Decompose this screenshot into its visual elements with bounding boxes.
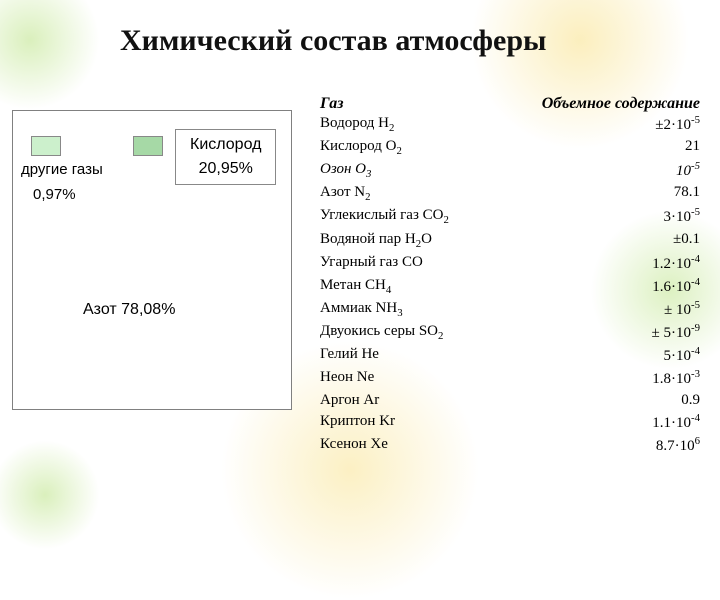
decor-bloom (0, 0, 100, 110)
label-oxygen: Кислород (190, 136, 261, 154)
volume-value: 0.9 (510, 390, 700, 411)
gas-name: Аммиак NH3 (320, 298, 510, 321)
page-title: Химический состав атмосферы (120, 24, 546, 58)
volume-value: 8.7·106 (510, 434, 700, 457)
volume-value: ±0.1 (510, 229, 700, 252)
gas-name: Водород H2 (320, 113, 510, 136)
table-row: Двуокись серы SO2 ± 5·10-9 (320, 321, 702, 344)
volume-value: ± 10-5 (510, 298, 700, 321)
gas-name: Ксенон Xe (320, 434, 510, 457)
table-row: Аргон Ar0.9 (320, 390, 702, 411)
gas-name: Кислород O2 (320, 136, 510, 159)
volume-value: 1.8·10-3 (510, 367, 700, 390)
table-row: Кислород O221 (320, 136, 702, 159)
table-row: Метан CH41.6·10-4 (320, 275, 702, 298)
volume-value: 21 (510, 136, 700, 159)
swatch-oxygen (133, 136, 163, 156)
table-row: Криптон Kr1.1·10-4 (320, 411, 702, 434)
decor-bloom (0, 440, 100, 550)
volume-value: 1.2·10-4 (510, 252, 700, 275)
volume-value: ± 5·10-9 (510, 321, 700, 344)
table-body: Водород H2±2·10-5Кислород O221Озон O310-… (320, 113, 702, 457)
volume-value: ±2·10-5 (510, 113, 700, 136)
table-row: Аммиак NH3± 10-5 (320, 298, 702, 321)
gas-name: Озон O3 (320, 159, 510, 182)
table-row: Водород H2±2·10-5 (320, 113, 702, 136)
gas-name: Криптон Kr (320, 411, 510, 434)
gas-name: Водяной пар H2O (320, 229, 510, 252)
pct-other-gases: 0,97% (33, 186, 76, 203)
composition-chart: другие газы 0,97% Кислород 20,95% Азот 7… (12, 110, 292, 410)
gas-name: Неон Ne (320, 367, 510, 390)
table-row: Неон Ne1.8·10-3 (320, 367, 702, 390)
table-row: Гелий He5·10-4 (320, 344, 702, 367)
volume-value: 78.1 (510, 182, 700, 205)
volume-value: 1.6·10-4 (510, 275, 700, 298)
table-row: Азот N278.1 (320, 182, 702, 205)
col-header-volume: Объемное содержание (510, 95, 700, 113)
table-row: Озон O310-5 (320, 159, 702, 182)
label-nitrogen: Азот 78,08% (83, 301, 175, 319)
table-row: Угарный газ CO1.2·10-4 (320, 252, 702, 275)
gas-name: Азот N2 (320, 182, 510, 205)
gas-name: Углекислый газ CO2 (320, 205, 510, 228)
col-header-gas: Газ (320, 95, 510, 113)
gas-name: Угарный газ CO (320, 252, 510, 275)
gas-name: Двуокись серы SO2 (320, 321, 510, 344)
table-row: Ксенон Xe8.7·106 (320, 434, 702, 457)
table-row: Водяной пар H2O±0.1 (320, 229, 702, 252)
volume-value: 5·10-4 (510, 344, 700, 367)
volume-value: 3·10-5 (510, 205, 700, 228)
gas-table: Газ Объемное содержание Водород H2±2·10-… (320, 95, 702, 457)
gas-name: Метан CH4 (320, 275, 510, 298)
gas-name: Аргон Ar (320, 390, 510, 411)
oxygen-box: Кислород 20,95% (175, 129, 276, 185)
gas-name: Гелий He (320, 344, 510, 367)
label-other-gases: другие газы (21, 161, 103, 178)
swatch-other-gases (31, 136, 61, 156)
table-row: Углекислый газ CO23·10-5 (320, 205, 702, 228)
pct-oxygen: 20,95% (190, 160, 261, 178)
volume-value: 10-5 (510, 159, 700, 182)
volume-value: 1.1·10-4 (510, 411, 700, 434)
